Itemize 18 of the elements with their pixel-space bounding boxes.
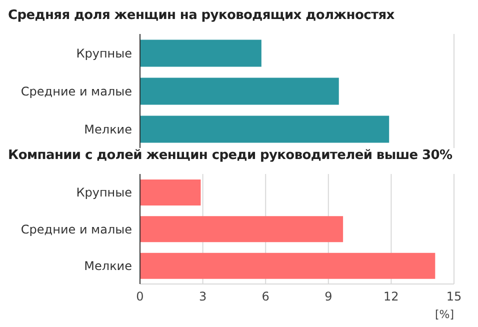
x-tick-label: 9 <box>324 290 332 304</box>
chart-title: Средняя доля женщин на руководящих должностях <box>8 8 396 25</box>
bar <box>140 216 344 242</box>
y-tick-label: Крупные <box>76 186 132 200</box>
y-tick-label: Мелкие <box>84 122 132 136</box>
x-tick-label: 3 <box>198 290 207 304</box>
y-tick-label: Крупные <box>76 46 132 60</box>
y-tick-label: Средние и малые <box>20 84 132 98</box>
x-axis-title: [%] <box>434 308 454 321</box>
chart-title: Компании с долей женщин среди руководителей выше 30% <box>8 148 454 165</box>
x-tick-label: 12 <box>384 290 399 304</box>
x-tick-label: 0 <box>136 290 144 304</box>
x-tick-label: 15 <box>446 290 462 304</box>
y-tick-label: Средние и малые <box>20 222 132 236</box>
y-tick-label: Мелкие <box>84 258 132 273</box>
bar <box>140 252 436 279</box>
x-tick-label: 6 <box>262 290 270 304</box>
bar <box>140 180 201 206</box>
